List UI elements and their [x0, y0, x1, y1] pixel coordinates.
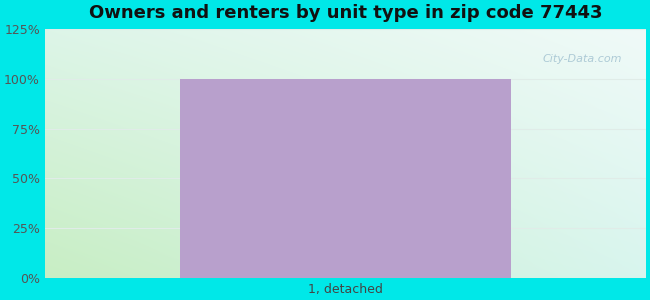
Text: City-Data.com: City-Data.com	[542, 54, 622, 64]
Bar	[180, 79, 511, 278]
Title: Owners and renters by unit type in zip code 77443: Owners and renters by unit type in zip c…	[88, 4, 602, 22]
